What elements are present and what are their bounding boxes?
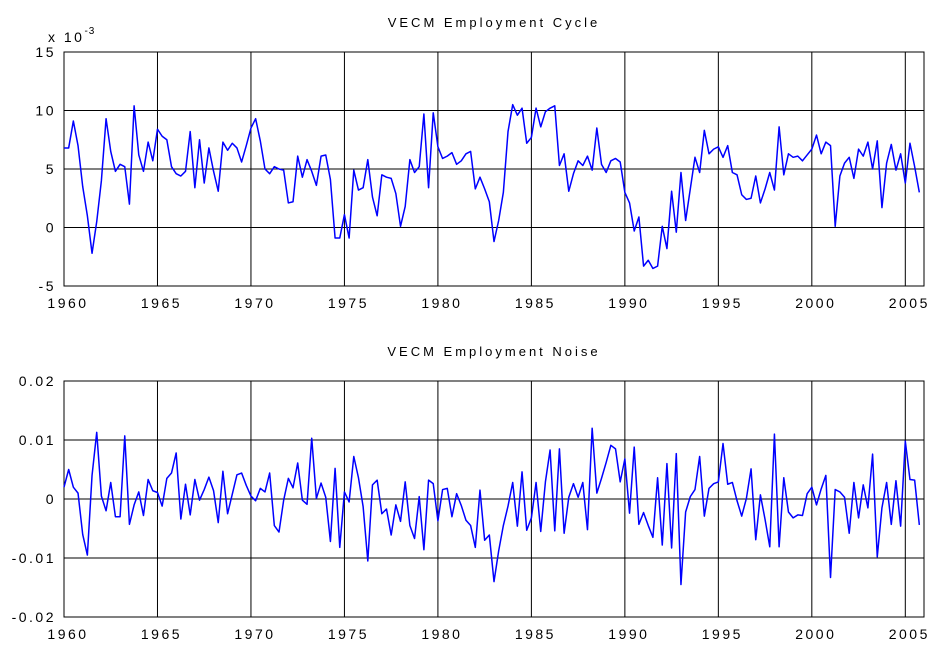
data-line bbox=[64, 103, 921, 270]
y-tick-label: -5 bbox=[39, 278, 56, 294]
y-tick-label: -0.02 bbox=[12, 609, 56, 625]
y-tick-label: 0.02 bbox=[19, 373, 56, 389]
y-tick-label: 0 bbox=[46, 220, 56, 236]
x-tick-label: 2005 bbox=[889, 626, 930, 642]
x-tick-label: 2000 bbox=[795, 295, 836, 311]
multiplier-exponent: -3 bbox=[84, 26, 95, 37]
y-tick-label: 0.01 bbox=[19, 432, 56, 448]
x-tick-label: 1980 bbox=[421, 295, 462, 311]
x-tick-label: 1985 bbox=[515, 295, 556, 311]
x-tick-label: 1970 bbox=[234, 295, 275, 311]
y-tick-label: -0.01 bbox=[12, 550, 56, 566]
x-tick-label: 1995 bbox=[702, 626, 743, 642]
x-tick-label: 1990 bbox=[608, 295, 649, 311]
x-tick-label: 2005 bbox=[889, 295, 930, 311]
plot-frame bbox=[63, 51, 925, 287]
x-tick-label: 1960 bbox=[47, 295, 88, 311]
plot-frame bbox=[63, 380, 925, 618]
y-tick-label: 0 bbox=[46, 491, 56, 507]
y-tick-label: 10 bbox=[35, 103, 56, 119]
x-tick-label: 1960 bbox=[47, 626, 88, 642]
x-tick-label: 1995 bbox=[702, 295, 743, 311]
chart-title: VECM Employment Noise bbox=[387, 344, 600, 359]
data-line bbox=[63, 427, 921, 586]
x-tick-label: 1970 bbox=[234, 626, 275, 642]
chart-title: VECM Employment Cycle bbox=[388, 15, 601, 30]
multiplier-base: x 10 bbox=[48, 29, 84, 45]
panel: VECM Employment Noise 0.02 0.01 0 -0.01 -0.02… bbox=[12, 344, 930, 642]
x-tick-label: 1965 bbox=[141, 295, 182, 311]
x-tick-label: 1980 bbox=[421, 626, 462, 642]
x-tick-label: 1985 bbox=[515, 626, 556, 642]
y-tick-label: 15 bbox=[35, 44, 56, 60]
x-tick-label: 2000 bbox=[795, 626, 836, 642]
x-tick-label: 1965 bbox=[141, 626, 182, 642]
x-tick-label: 1975 bbox=[328, 626, 369, 642]
y-tick-label: 5 bbox=[46, 161, 56, 177]
x-tick-label: 1990 bbox=[608, 626, 649, 642]
x-tick-label: 1975 bbox=[328, 295, 369, 311]
axis-multiplier: x 10-3 bbox=[48, 26, 95, 45]
